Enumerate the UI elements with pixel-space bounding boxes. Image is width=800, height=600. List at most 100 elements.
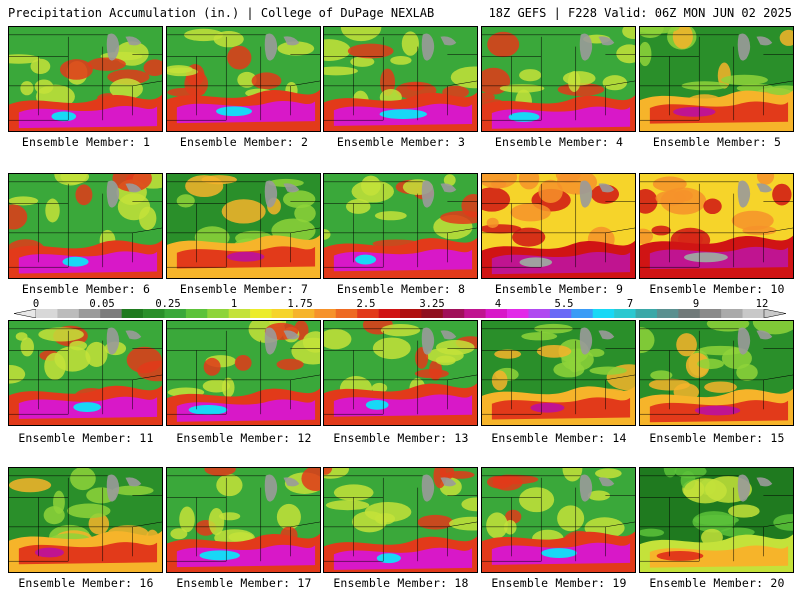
scale-swatch <box>250 309 272 318</box>
header: Precipitation Accumulation (in.) | Colle… <box>8 5 792 21</box>
scale-swatch <box>485 309 508 318</box>
scale-tick-label: 0.25 <box>155 298 181 310</box>
scale-swatch <box>143 309 165 318</box>
panel-label: Ensemble Member: 15 <box>649 431 785 445</box>
scale-swatch <box>314 309 337 318</box>
panel-label: Ensemble Member: 16 <box>18 576 154 590</box>
scale-swatch <box>421 309 444 318</box>
scale-swatch <box>292 309 315 318</box>
scale-swatch <box>335 309 358 318</box>
precip-map <box>640 321 793 425</box>
scale-swatch <box>571 309 593 318</box>
precip-map <box>482 174 635 278</box>
ensemble-member-panel[interactable] <box>166 26 321 132</box>
scale-tick-label: 0 <box>32 298 40 310</box>
scale-arrow-right <box>763 309 786 318</box>
ensemble-member-panel[interactable] <box>481 26 636 132</box>
panel-label: Ensemble Member: 12 <box>176 431 312 445</box>
scale-swatch <box>36 309 58 318</box>
panel-label: Ensemble Member: 11 <box>18 431 154 445</box>
ensemble-member-panel[interactable] <box>323 467 478 573</box>
scale-swatch <box>271 309 294 318</box>
precip-map <box>324 27 477 131</box>
precip-map <box>324 174 477 278</box>
scale-swatch <box>100 309 122 318</box>
run-valid-time: 18Z GEFS | F228 Valid: 06Z MON JUN 02 20… <box>488 6 792 20</box>
panel-label: Ensemble Member: 1 <box>21 135 151 149</box>
precip-map <box>324 468 477 572</box>
scale-swatch <box>378 309 401 318</box>
scale-swatch <box>592 309 615 318</box>
panel-label: Ensemble Member: 17 <box>176 576 312 590</box>
ensemble-member-panel[interactable] <box>8 173 163 279</box>
ensemble-member-panel[interactable] <box>323 320 478 426</box>
scale-tick-label: 2.5 <box>356 298 376 310</box>
scale-arrow-left <box>14 309 37 318</box>
scale-swatch <box>742 309 765 318</box>
precip-map <box>640 174 793 278</box>
panel-label: Ensemble Member: 20 <box>649 576 785 590</box>
panel-label: Ensemble Member: 18 <box>333 576 469 590</box>
ensemble-member-panel[interactable] <box>323 26 478 132</box>
scale-tick-label: 1.75 <box>287 298 313 310</box>
scale-tick-label: 3.25 <box>419 298 445 310</box>
ensemble-member-panel[interactable] <box>8 320 163 426</box>
scale-swatch <box>507 309 529 318</box>
ensemble-member-panel[interactable] <box>639 26 794 132</box>
ensemble-member-panel[interactable] <box>481 173 636 279</box>
scale-tick-label: 0.05 <box>89 298 115 310</box>
scale-swatch <box>185 309 208 318</box>
ensemble-member-panel[interactable] <box>639 320 794 426</box>
ensemble-member-panel[interactable] <box>639 467 794 573</box>
scale-swatch <box>228 309 251 318</box>
panel-label: Ensemble Member: 5 <box>652 135 782 149</box>
precip-map <box>640 468 793 572</box>
ensemble-member-panel[interactable] <box>323 173 478 279</box>
scale-swatch <box>400 309 422 318</box>
panel-label: Ensemble Member: 13 <box>333 431 469 445</box>
scale-swatch <box>656 309 679 318</box>
ensemble-member-panel[interactable] <box>166 173 321 279</box>
panel-label: Ensemble Member: 4 <box>494 135 624 149</box>
panel-label: Ensemble Member: 10 <box>649 282 785 296</box>
scale-swatch <box>464 309 486 318</box>
ensemble-member-panel[interactable] <box>8 26 163 132</box>
ensemble-member-panel[interactable] <box>8 467 163 573</box>
scale-swatch <box>549 309 572 318</box>
precip-map <box>324 321 477 425</box>
panel-label: Ensemble Member: 8 <box>336 282 466 296</box>
panel-label: Ensemble Member: 14 <box>491 431 627 445</box>
scale-swatch <box>678 309 701 318</box>
ensemble-member-panel[interactable] <box>639 173 794 279</box>
precip-map <box>9 27 162 131</box>
scale-swatch <box>528 309 551 318</box>
precip-map <box>9 321 162 425</box>
ensemble-member-panel[interactable] <box>481 320 636 426</box>
scale-tick-label: 9 <box>692 298 700 310</box>
scale-swatch <box>121 309 144 318</box>
scale-swatch <box>57 309 80 318</box>
ensemble-member-panel[interactable] <box>166 320 321 426</box>
ensemble-member-panel[interactable] <box>166 467 321 573</box>
precip-map <box>482 27 635 131</box>
scale-tick-label: 12 <box>755 298 769 310</box>
precip-map <box>167 468 320 572</box>
precip-map <box>9 468 162 572</box>
scale-swatch <box>357 309 379 318</box>
scale-tick-label: 4 <box>494 298 502 310</box>
scale-swatch <box>635 309 658 318</box>
color-scale-bar <box>14 309 786 318</box>
page-title: Precipitation Accumulation (in.) | Colle… <box>8 6 435 20</box>
panel-label: Ensemble Member: 19 <box>491 576 627 590</box>
precip-map <box>167 321 320 425</box>
scale-tick-label: 5.5 <box>554 298 574 310</box>
scale-swatch <box>699 309 722 318</box>
scale-swatch <box>164 309 187 318</box>
panel-label: Ensemble Member: 6 <box>21 282 151 296</box>
precip-map <box>9 174 162 278</box>
ensemble-member-panel[interactable] <box>481 467 636 573</box>
color-scale-ticks: 0 0.05 0.25 1 1.75 2.5 3.25 4 5.5 7 9 12 <box>30 298 770 310</box>
precip-map <box>640 27 793 131</box>
scale-tick-label: 1 <box>230 298 238 310</box>
scale-swatch <box>721 309 743 318</box>
